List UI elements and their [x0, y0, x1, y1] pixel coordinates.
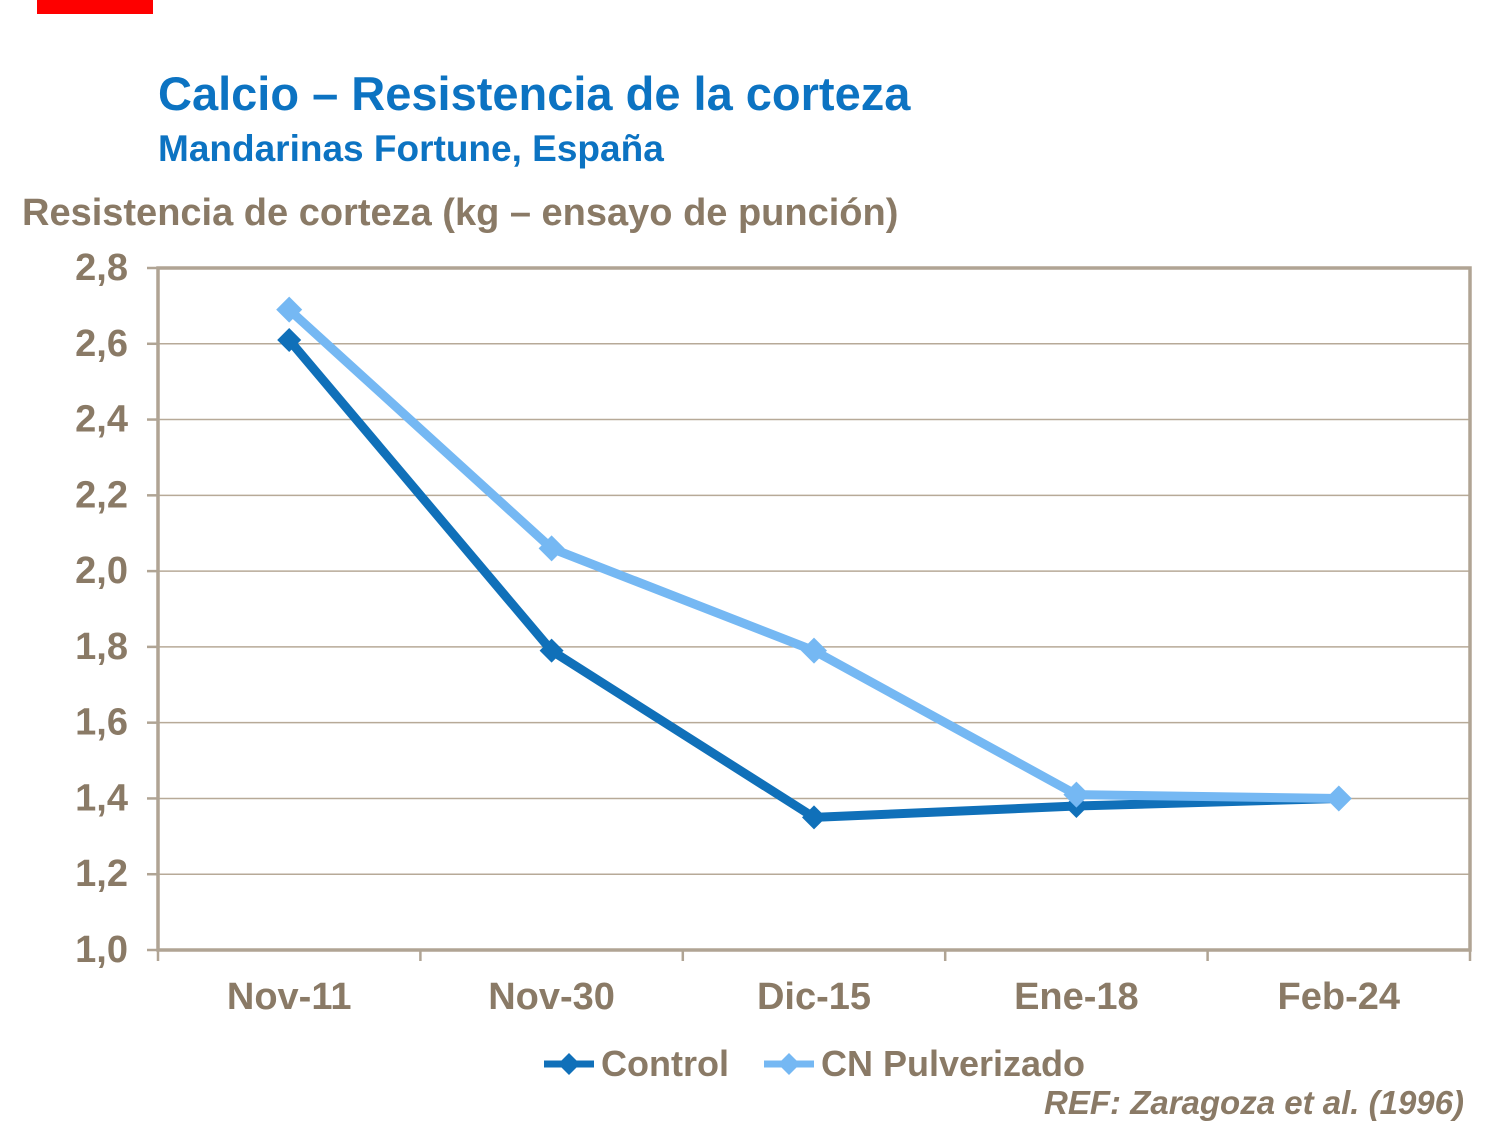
- legend-marker-control: [543, 1053, 594, 1075]
- series-marker-control: [539, 638, 564, 663]
- y-axis-title: Resistencia de corteza (kg – ensayo de p…: [22, 192, 899, 234]
- series-marker-control: [802, 805, 826, 830]
- series-line-control: [284, 335, 1344, 822]
- series-marker-cn-pulverizado: [801, 637, 827, 664]
- x-axis-label: Nov-30: [488, 976, 615, 1018]
- series-marker-control: [277, 327, 302, 352]
- y-axis-tick-label: 1,0: [75, 929, 128, 971]
- series-marker-cn-pulverizado: [538, 535, 565, 562]
- y-axis-tick-label: 1,6: [75, 702, 128, 744]
- legend-item-control: Control: [543, 1043, 729, 1085]
- legend-item-cn-pulverizado: CN Pulverizado: [763, 1043, 1085, 1085]
- page-subtitle: Mandarinas Fortune, España: [158, 127, 664, 169]
- reference-text: REF: Zaragoza et al. (1996): [1044, 1084, 1464, 1121]
- series-marker-cn-pulverizado: [276, 296, 303, 323]
- red-accent-bar: [37, 0, 153, 14]
- series-line-cn-pulverizado: [284, 305, 1344, 803]
- header: Calcio – Resistencia de la corteza Manda…: [158, 67, 911, 169]
- page-title: Calcio – Resistencia de la corteza: [158, 67, 911, 120]
- y-axis-tick-label: 1,2: [75, 853, 128, 895]
- x-axis-label: Nov-11: [227, 976, 352, 1018]
- legend-label: CN Pulverizado: [820, 1043, 1086, 1084]
- y-axis-tick-label: 2,6: [75, 323, 128, 365]
- diamond-icon: [777, 1053, 800, 1075]
- y-axis-tick-label: 2,8: [75, 247, 128, 289]
- legend-label: Control: [600, 1043, 729, 1084]
- x-axis-label: Ene-18: [1014, 976, 1139, 1018]
- series-marker-cn-pulverizado: [1063, 781, 1090, 808]
- y-axis-tick-label: 2,0: [75, 550, 128, 592]
- y-axis-tick-label: 2,2: [75, 474, 128, 516]
- legend-marker-cn-pulverizado: [763, 1053, 814, 1075]
- y-axis-tick-label: 1,8: [75, 626, 128, 668]
- x-axis-label: Dic-15: [757, 976, 871, 1018]
- diamond-icon: [557, 1053, 580, 1075]
- x-axis-label: Feb-24: [1278, 976, 1400, 1018]
- y-axis-tick-label: 1,4: [75, 777, 128, 819]
- chart-legend: Control CN Pulverizado: [158, 1038, 1470, 1090]
- plot-area-border: [156, 266, 1472, 952]
- series-marker-cn-pulverizado: [1325, 785, 1352, 812]
- y-axis-tick-label: 2,4: [75, 399, 128, 441]
